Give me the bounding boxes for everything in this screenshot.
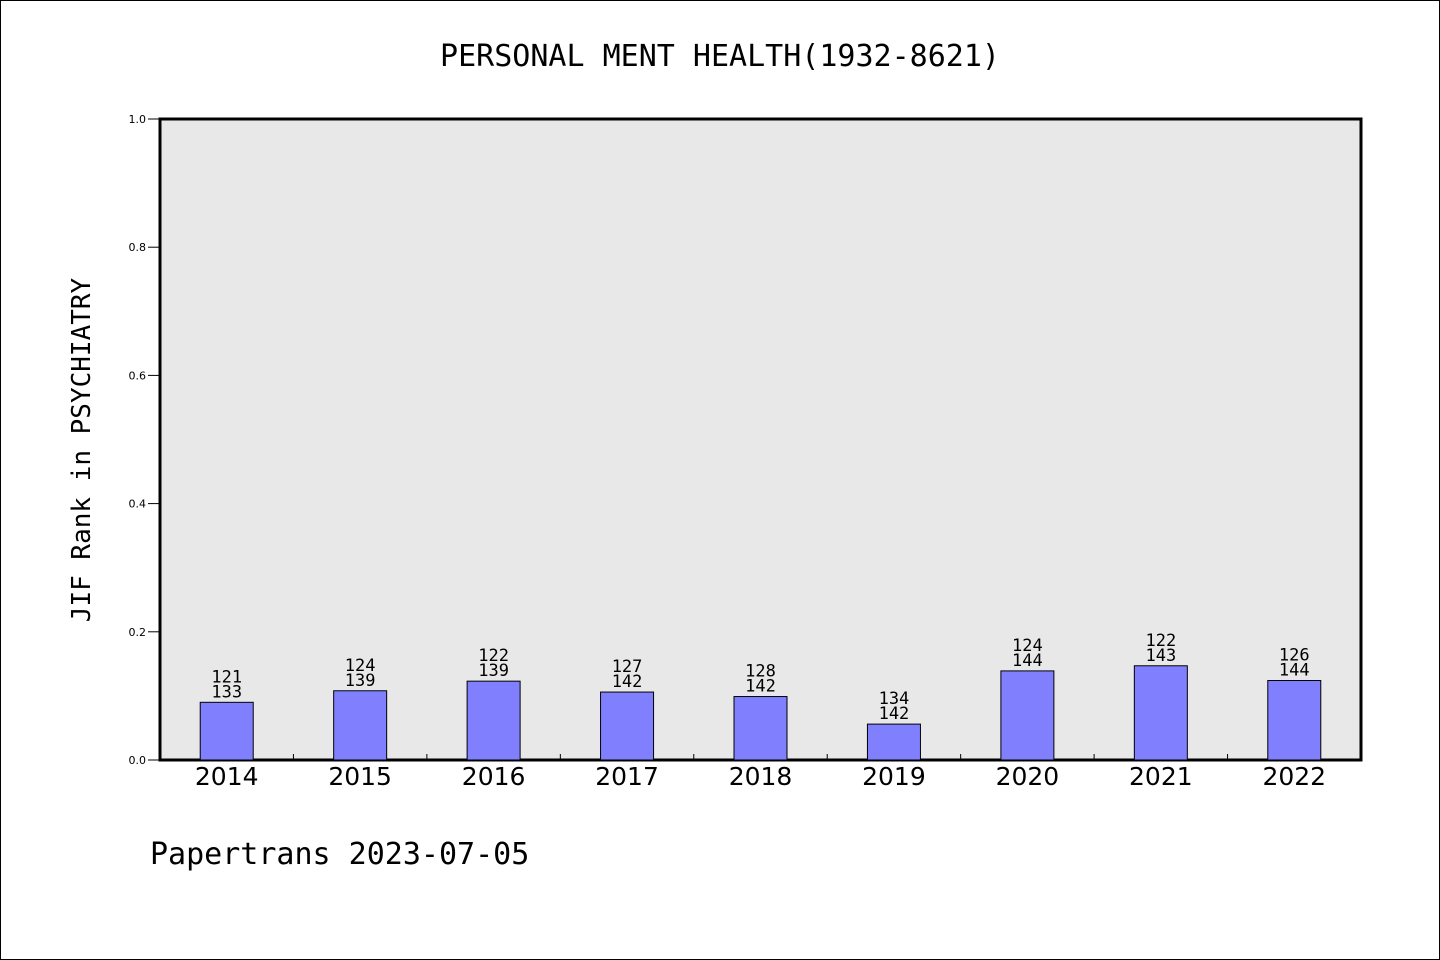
bar bbox=[866, 723, 921, 761]
bar-label-rank: 122 bbox=[478, 646, 509, 666]
y-tick-label: 1.0 bbox=[129, 113, 147, 126]
bar-label-rank: 121 bbox=[211, 667, 242, 687]
y-tick-label: 0.8 bbox=[129, 241, 147, 254]
y-tick-label: 0.6 bbox=[129, 369, 147, 382]
bar bbox=[333, 690, 388, 761]
bar-label-total: 139 bbox=[478, 661, 509, 681]
x-tick-label: 2017 bbox=[595, 762, 659, 791]
x-tick-label: 2020 bbox=[996, 762, 1060, 791]
bar bbox=[1267, 680, 1322, 761]
y-tick-label: 0.2 bbox=[129, 626, 147, 639]
bar-label-rank: 127 bbox=[612, 657, 643, 677]
bar-label-total: 142 bbox=[745, 677, 776, 697]
x-tick-label: 2016 bbox=[462, 762, 526, 791]
bar bbox=[466, 680, 521, 761]
x-tick-label: 2021 bbox=[1129, 762, 1193, 791]
bar bbox=[600, 691, 655, 761]
footer-credit: Papertrans 2023-07-05 bbox=[150, 837, 529, 872]
bar-label-total: 144 bbox=[1012, 651, 1043, 671]
bar bbox=[733, 696, 788, 761]
bar bbox=[1000, 670, 1055, 761]
bar-label-total: 139 bbox=[345, 671, 376, 691]
bar-label-total: 133 bbox=[211, 682, 242, 702]
y-tick-label: 0.4 bbox=[129, 498, 147, 511]
bar-label-total: 142 bbox=[879, 704, 910, 724]
x-axis: 2014 2015 2016 2017 2018 2019 2020 2021 2022 bbox=[195, 754, 1326, 791]
bar-label-rank: 122 bbox=[1145, 631, 1176, 651]
x-tick-label: 2015 bbox=[328, 762, 392, 791]
bar bbox=[199, 701, 254, 761]
bar-label-rank: 124 bbox=[345, 656, 376, 676]
chart-title: PERSONAL MENT HEALTH(1932-8621) bbox=[440, 39, 1000, 74]
bar bbox=[1133, 665, 1188, 761]
y-axis-label: JIF Rank in PSYCHIATRY bbox=[67, 277, 97, 622]
x-tick-label: 2019 bbox=[862, 762, 926, 791]
x-tick-label: 2022 bbox=[1262, 762, 1326, 791]
y-tick-label: 0.0 bbox=[129, 754, 147, 767]
x-tick-label: 2014 bbox=[195, 762, 259, 791]
bar-label-rank: 128 bbox=[745, 662, 776, 682]
bar-label-rank: 124 bbox=[1012, 636, 1043, 656]
plot-area bbox=[158, 117, 1363, 762]
bar-label-rank: 134 bbox=[879, 689, 910, 709]
bar-label-total: 144 bbox=[1279, 661, 1310, 681]
bar-label-total: 143 bbox=[1145, 646, 1176, 666]
y-axis: 0.0 0.2 0.4 0.6 0.8 1.0 bbox=[129, 113, 160, 767]
bar-label-rank: 126 bbox=[1279, 646, 1310, 666]
x-tick-label: 2018 bbox=[729, 762, 793, 791]
bars bbox=[199, 665, 1322, 761]
bar-label-total: 142 bbox=[612, 672, 643, 692]
